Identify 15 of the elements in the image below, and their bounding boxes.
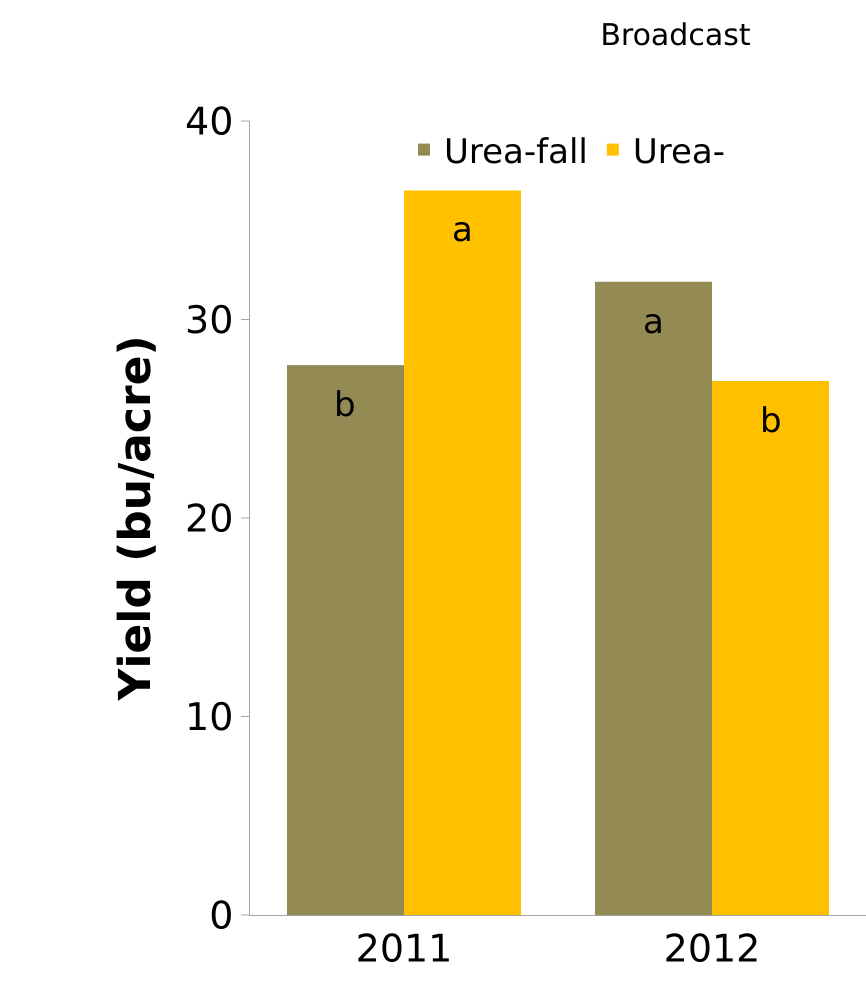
x-tick-label: 2012 bbox=[664, 926, 760, 971]
y-tick-label: 40 bbox=[185, 99, 234, 144]
chart-title: Broadcast bbox=[600, 18, 751, 54]
y-tick-label: 20 bbox=[185, 496, 234, 540]
annotation: a bbox=[452, 210, 473, 250]
y-axis-title: Yield (bu/acre) bbox=[110, 335, 162, 702]
y-tick-label: 10 bbox=[185, 694, 234, 739]
legend-label: Urea- bbox=[632, 132, 725, 172]
annotation: a bbox=[643, 302, 664, 342]
annotation: b bbox=[334, 385, 356, 425]
x-tick-label: 2011 bbox=[356, 926, 452, 971]
y-tick-label: 30 bbox=[185, 298, 234, 342]
annotation: b bbox=[760, 401, 782, 441]
legend-label: Urea-fall bbox=[444, 132, 588, 172]
y-tick-label: 0 bbox=[209, 893, 234, 938]
